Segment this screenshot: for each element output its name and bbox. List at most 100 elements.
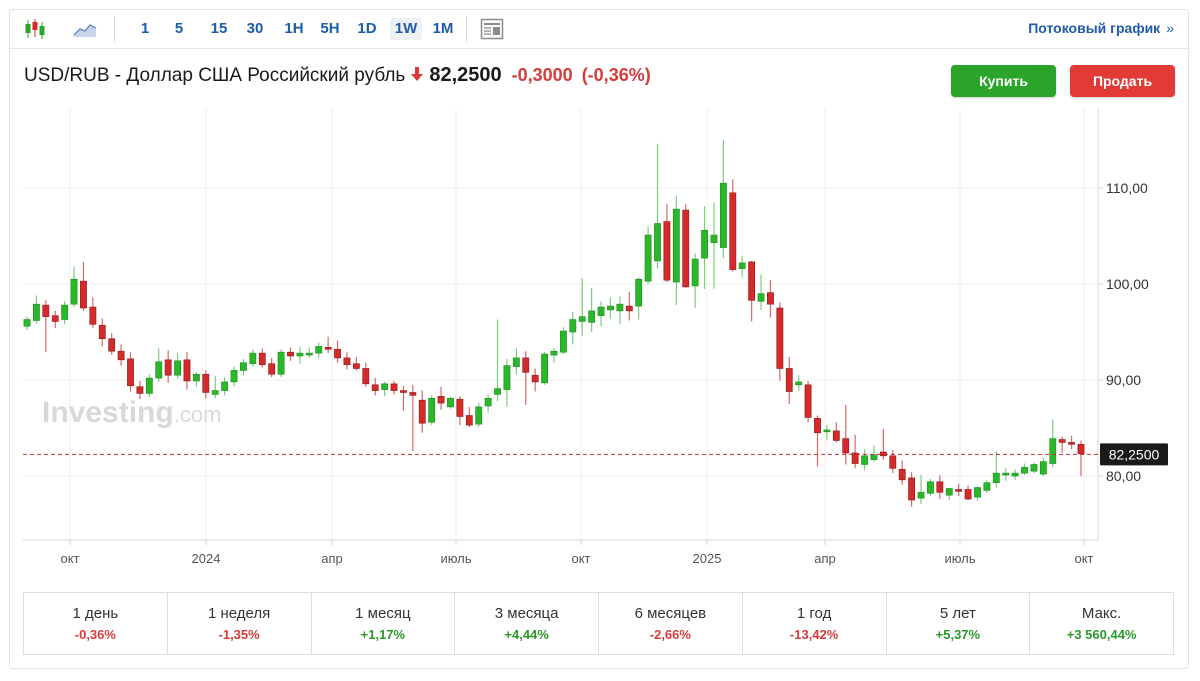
candle-body — [315, 346, 323, 354]
candle-body — [597, 306, 605, 316]
timeframe-30[interactable]: 30 — [246, 20, 264, 37]
candle-body — [936, 481, 944, 493]
candle-body — [908, 477, 916, 501]
candle-body — [672, 208, 680, 283]
performance-value: -13,42% — [789, 627, 839, 642]
candle-body — [23, 319, 31, 327]
candle-body — [127, 358, 134, 387]
candle-body — [983, 482, 991, 491]
timeframe-1h[interactable]: 1H — [284, 20, 304, 37]
streaming-chart-link[interactable]: Потоковый график » — [1028, 20, 1174, 36]
candle-body — [974, 487, 981, 498]
candle-body — [1068, 442, 1075, 445]
performance-period: 3 месяца — [494, 605, 559, 622]
buy-button[interactable]: Купить — [951, 65, 1056, 97]
timeframe-5h[interactable]: 5H — [320, 20, 340, 37]
streaming-chart-label: Потоковый график — [1028, 20, 1161, 36]
performance-value: +3 560,44% — [1066, 627, 1137, 642]
layout-icon[interactable] — [479, 17, 505, 41]
candle-body — [1002, 472, 1010, 476]
candle-body — [776, 307, 784, 369]
candle-body — [287, 351, 294, 357]
performance-period: Макс. — [1081, 605, 1122, 622]
timeframe-1d[interactable]: 1D — [357, 20, 377, 37]
performance-cell[interactable]: 1 день -0,36% — [24, 593, 168, 654]
candle-body — [108, 338, 116, 352]
performance-period: 5 лет — [939, 605, 976, 622]
candle-body — [870, 454, 878, 460]
candle-body — [898, 468, 906, 481]
chart-widget: 1 5 15 30 1H 5H 1D 1W 1M Потоковый график» USD/R… — [9, 9, 1189, 669]
y-tick-label: 90,00 — [1106, 372, 1141, 388]
candle-body — [42, 304, 50, 317]
area-chart-icon[interactable] — [72, 17, 98, 41]
candle-body — [221, 381, 229, 391]
performance-cell[interactable]: 1 неделя -1,35% — [168, 593, 312, 654]
candle-body — [522, 357, 530, 373]
candle-body — [98, 324, 106, 340]
performance-value: -1,35% — [218, 627, 260, 642]
candle-body — [249, 352, 257, 364]
sell-button[interactable]: Продать — [1070, 65, 1175, 97]
candle-body — [607, 305, 614, 311]
price-change: -0,3000 — [511, 65, 573, 85]
toolbar-separator — [114, 16, 115, 42]
candle-body — [1030, 464, 1038, 472]
candle-body — [456, 398, 464, 417]
candle-body — [447, 397, 454, 408]
candle-body — [927, 481, 934, 494]
candle-body — [832, 430, 840, 441]
timeframe-15[interactable]: 15 — [210, 20, 228, 37]
performance-cell[interactable]: 3 месяца +4,44% — [455, 593, 599, 654]
timeframe-1[interactable]: 1 — [140, 20, 150, 37]
performance-period: 1 неделя — [207, 605, 271, 622]
candle-body — [145, 377, 153, 394]
candle-body — [80, 280, 87, 309]
candle-body — [155, 361, 163, 379]
performance-cell[interactable]: 1 месяц +1,17% — [312, 593, 456, 654]
candle-body — [362, 368, 370, 385]
performance-value: +4,44% — [504, 627, 549, 642]
candle-body — [89, 306, 97, 325]
candle-body — [738, 262, 746, 269]
performance-cell[interactable]: Макс. +3 560,44% — [1030, 593, 1173, 654]
candle-body — [654, 223, 661, 262]
performance-value: -0,36% — [74, 627, 116, 642]
performance-cell[interactable]: 6 месяцев -2,66% — [599, 593, 743, 654]
candle-body — [183, 359, 191, 382]
x-tick-label: апр — [814, 551, 836, 566]
candle-body — [1039, 461, 1047, 475]
candle-body — [889, 455, 897, 469]
timeframe-1m[interactable]: 1M — [432, 20, 454, 37]
candlestick-chart[interactable]: окт 2024 апр июль окт 2025 апр июль окт 80,00 90,0… — [10, 10, 1190, 580]
performance-value: -2,66% — [649, 627, 691, 642]
candle-body — [1077, 444, 1085, 455]
performance-cell[interactable]: 5 лет +5,37% — [887, 593, 1031, 654]
x-tick-label: июль — [440, 551, 471, 566]
candle-body — [202, 373, 210, 393]
candle-body — [465, 415, 473, 426]
candlestick-chart-icon[interactable] — [22, 17, 48, 41]
candle-body — [230, 370, 238, 383]
candle-body — [616, 303, 624, 312]
candle-body — [324, 347, 332, 350]
performance-cell[interactable]: 1 год -13,42% — [743, 593, 887, 654]
candle-body — [164, 359, 172, 376]
x-tick-label: 2025 — [693, 551, 722, 566]
candle-body — [512, 357, 520, 367]
candle-body — [569, 319, 577, 333]
y-tick-label: 100,00 — [1106, 276, 1149, 292]
candle-body — [814, 418, 821, 434]
x-tick-label: окт — [60, 551, 79, 566]
candle-body — [390, 383, 398, 391]
double-chevron-right-icon: » — [1166, 20, 1174, 36]
candle-body — [352, 363, 360, 369]
candle-body — [475, 406, 483, 425]
last-price: 82,2500 — [429, 64, 502, 86]
candle-body — [964, 489, 972, 500]
candle-body — [371, 384, 379, 391]
x-tick-label: 2024 — [192, 551, 221, 566]
timeframe-1w[interactable]: 1W — [390, 18, 422, 40]
candle-body — [823, 429, 831, 433]
timeframe-5[interactable]: 5 — [174, 20, 184, 37]
